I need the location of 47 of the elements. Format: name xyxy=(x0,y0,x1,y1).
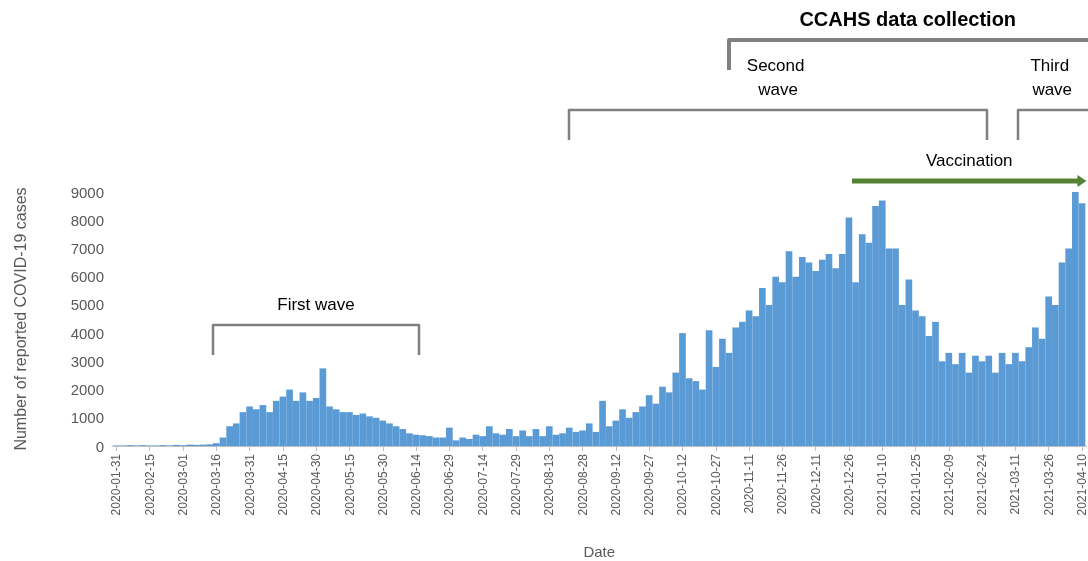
y-tick-label: 5000 xyxy=(70,296,104,314)
x-tick-label: 2020-04-30 xyxy=(309,453,324,516)
x-tick-label: 2020-10-27 xyxy=(708,453,723,516)
x-tick-label: 2020-02-15 xyxy=(142,453,157,516)
x-tick-label: 2020-07-29 xyxy=(508,453,523,516)
x-tick-label: 2020-04-15 xyxy=(275,453,290,516)
x-tick-label: 2020-10-12 xyxy=(675,453,690,516)
y-tick-label: 0 xyxy=(95,437,104,455)
x-tick-label: 2020-05-15 xyxy=(342,453,357,516)
x-tick-label: 2020-07-14 xyxy=(475,453,490,516)
x-tick-label: 2021-03-11 xyxy=(1008,453,1023,515)
x-tick-label: 2021-01-10 xyxy=(875,453,890,516)
y-axis-title: Number of reported COVID-19 cases xyxy=(11,187,29,451)
text: Second wave xyxy=(746,55,810,99)
x-tick-label: 2020-11-26 xyxy=(775,453,790,515)
y-tick-label: 9000 xyxy=(70,183,104,201)
text: Vaccination xyxy=(925,150,1013,170)
x-tick-label: 2020-01-31 xyxy=(109,453,124,516)
x-tick-label: 2020-03-31 xyxy=(242,453,257,516)
text: Third wave xyxy=(1030,55,1074,99)
x-tick-label: 2020-09-12 xyxy=(608,453,623,516)
x-tick-label: 2020-12-11 xyxy=(808,453,823,515)
x-tick-label: 2020-06-29 xyxy=(442,453,457,516)
x-tick-label: 2020-03-16 xyxy=(209,453,224,516)
x-tick-label: 2020-03-01 xyxy=(176,453,191,516)
x-tick-label: 2021-02-09 xyxy=(941,453,956,516)
x-tick-label: 2021-03-26 xyxy=(1041,453,1056,516)
x-tick-label: 2020-11-11 xyxy=(742,453,757,514)
x-tick-label: 2020-09-27 xyxy=(642,453,657,516)
text: CCAHS data collection xyxy=(799,8,1017,30)
x-axis-title: Date xyxy=(583,543,616,560)
x-tick-label: 2021-01-25 xyxy=(908,453,923,516)
y-tick-label: 6000 xyxy=(70,268,104,286)
x-tick-label: 2020-08-28 xyxy=(575,453,590,516)
x-tick-label: 2021-04-10 xyxy=(1075,453,1088,516)
y-tick-label: 7000 xyxy=(70,239,104,257)
x-tick-label: 2020-06-14 xyxy=(409,453,424,516)
x-tick-label: 2020-08-13 xyxy=(542,453,557,516)
x-tick-label: 2020-12-26 xyxy=(841,453,856,516)
y-tick-label: 8000 xyxy=(70,211,104,229)
y-tick-label: 2000 xyxy=(70,381,104,399)
y-tick-label: 3000 xyxy=(70,352,104,370)
y-tick-label: 1000 xyxy=(70,409,104,427)
x-tick-label: 2021-02-24 xyxy=(975,453,990,516)
y-tick-label: 4000 xyxy=(70,324,104,342)
x-tick-label: 2020-05-30 xyxy=(375,453,390,516)
annotation: First wave xyxy=(277,294,355,314)
